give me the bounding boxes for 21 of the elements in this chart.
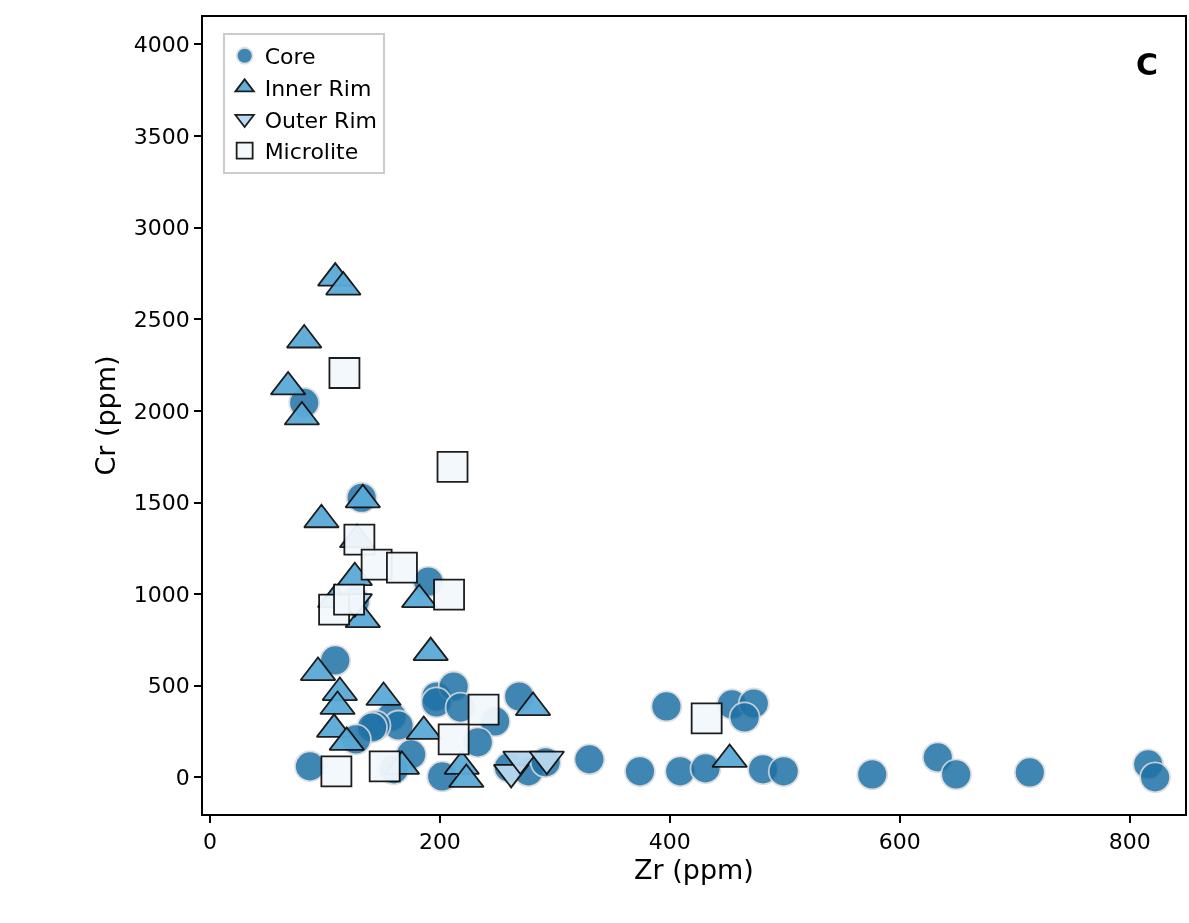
x-tick-label: 800: [1108, 829, 1151, 855]
y-tick-label: 0: [175, 765, 190, 791]
y-tick-label: 4000: [133, 32, 190, 58]
legend-label: Core: [264, 44, 316, 70]
annotation: C: [1136, 47, 1159, 82]
y-tick-label: 3000: [133, 215, 190, 241]
y-tick-label: 1000: [133, 581, 190, 607]
y-tick-label: 3500: [133, 123, 190, 149]
legend-label: Inner Rim: [264, 75, 372, 101]
x-tick-label: 0: [202, 829, 217, 855]
legend-label: Microlite: [264, 139, 359, 165]
y-tick-label: 2000: [133, 398, 190, 424]
x-axis-title: Zr (ppm): [634, 854, 754, 886]
y-tick-label: 2500: [133, 307, 190, 333]
y-axis-title: Cr (ppm): [90, 355, 122, 476]
y-tick-label: 1500: [133, 490, 190, 516]
x-tick-label: 200: [418, 829, 461, 855]
x-tick-label: 600: [878, 829, 921, 855]
x-tick-label: 400: [648, 829, 691, 855]
y-tick-label: 500: [147, 673, 190, 699]
legend-label: Outer Rim: [264, 107, 377, 133]
